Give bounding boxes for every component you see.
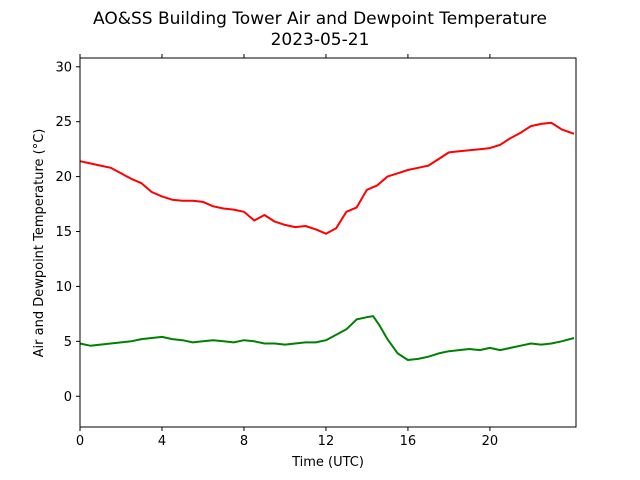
y-tick-label-2: 10 [55,280,72,295]
x-tick-label-4: 16 [400,434,417,449]
x-tick-label-5: 20 [482,434,499,449]
series-line-2 [79,315,575,361]
ticks-layer: 0 4 8 12 16 20 0 5 10 15 20 25 30 [55,54,498,449]
y-tick-label-3: 15 [55,225,72,240]
x-tick-label-1: 4 [158,434,166,449]
x-axis-label: Time (UTC) [291,455,364,470]
x-tick-label-2: 8 [240,434,248,449]
x-tick-label-0: 0 [76,434,84,449]
x-tick-label-3: 12 [318,434,335,449]
y-tick-label-4: 20 [55,170,72,185]
y-axis-label: Air and Dewpoint Temperature (°C) [32,129,47,358]
y-tick-label-0: 0 [64,390,72,405]
y-tick-label-6: 30 [55,60,72,75]
chart-title: AO&SS Building Tower Air and Dewpoint Te… [93,9,547,29]
y-tick-label-1: 5 [64,335,72,350]
series-layer [79,121,575,361]
y-tick-label-5: 25 [55,115,72,130]
series-line-1 [79,121,575,235]
chart-subtitle: 2023-05-21 [271,30,370,50]
plot-frame [79,57,577,428]
